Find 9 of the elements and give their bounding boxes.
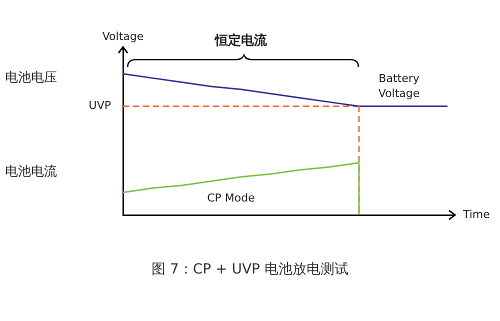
series-label: UVP <box>88 99 112 112</box>
y-axis-title: Voltage <box>102 30 144 43</box>
text: 恒定电流 <box>214 32 268 48</box>
x-axis-title: Time <box>462 208 490 221</box>
series-label: Battery Voltage <box>378 72 420 100</box>
text: 电池电压 <box>5 70 57 86</box>
series-label: CP Mode <box>207 192 256 205</box>
text: 电池电流 <box>5 163 57 180</box>
text: 图 7：CP + UVP 电池放电测试 <box>152 262 348 278</box>
